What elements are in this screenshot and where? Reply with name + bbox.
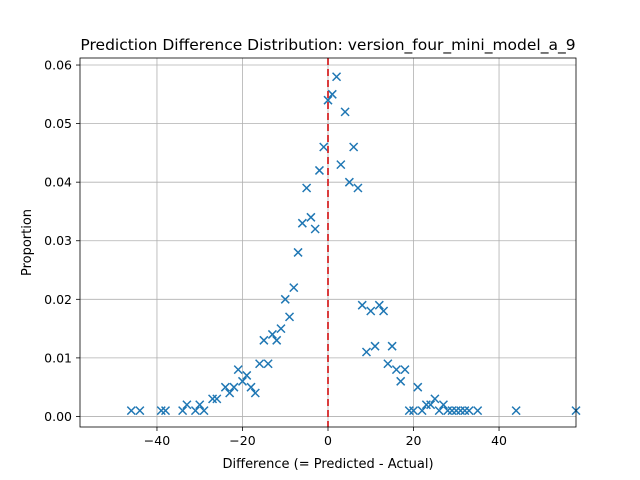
y-tick-label: 0.05: [44, 116, 72, 131]
data-point: [293, 247, 303, 257]
data-point: [353, 183, 363, 193]
y-tick-label: 0.00: [44, 409, 72, 424]
data-point: [404, 406, 414, 416]
data-point: [284, 312, 295, 322]
data-point: [310, 224, 320, 234]
data-point: [306, 212, 316, 222]
x-axis-ticks: −40 −20 0 20 40: [144, 427, 507, 448]
data-point: [464, 406, 474, 416]
data-point: [319, 142, 329, 152]
data-point: [208, 394, 218, 404]
x-tick-label: 20: [406, 433, 422, 448]
data-point: [178, 406, 188, 416]
data-point: [237, 376, 248, 386]
chart-title: Prediction Difference Distribution: vers…: [80, 36, 575, 55]
data-point: [336, 160, 346, 170]
x-tick-label: 0: [324, 433, 332, 448]
data-point: [332, 72, 342, 82]
data-point: [225, 388, 235, 398]
data-point: [430, 394, 440, 404]
data-point: [349, 142, 359, 152]
data-point: [370, 341, 380, 351]
x-tick-label: 40: [491, 433, 507, 448]
data-point: [190, 406, 200, 416]
data-point: [199, 406, 209, 416]
data-point: [327, 89, 337, 99]
y-axis-label: Proportion: [20, 209, 35, 276]
data-point: [263, 359, 273, 369]
data-point: [276, 324, 286, 334]
data-point: [280, 294, 290, 304]
data-point: [434, 406, 444, 416]
x-tick-label: −20: [229, 433, 255, 448]
data-point: [438, 400, 448, 410]
data-point: [242, 370, 252, 380]
data-markers: [126, 72, 581, 416]
y-tick-label: 0.02: [44, 292, 72, 307]
data-point: [456, 406, 466, 416]
data-point: [259, 335, 269, 345]
data-point: [447, 406, 457, 416]
data-point: [220, 382, 230, 392]
data-point: [426, 400, 436, 410]
data-point: [246, 382, 256, 392]
data-point: [396, 376, 406, 386]
data-point: [387, 341, 397, 351]
data-point: [297, 218, 307, 228]
data-point: [182, 400, 192, 410]
data-point: [323, 95, 333, 105]
data-point: [250, 388, 260, 398]
data-point: [344, 177, 354, 187]
data-point: [160, 406, 171, 416]
data-point: [357, 300, 367, 310]
y-tick-label: 0.06: [44, 58, 72, 73]
data-point: [383, 359, 393, 369]
data-point: [473, 406, 483, 416]
data-point: [135, 406, 145, 416]
data-point: [400, 365, 410, 375]
y-tick-label: 0.03: [44, 233, 72, 248]
data-point: [212, 394, 222, 404]
data-point: [255, 359, 265, 369]
data-point: [443, 406, 453, 416]
data-point: [366, 306, 376, 316]
data-point: [302, 183, 312, 193]
x-tick-label: −40: [144, 433, 170, 448]
data-point: [126, 406, 136, 416]
data-point: [267, 329, 277, 339]
data-point: [233, 365, 243, 375]
data-point: [421, 400, 431, 410]
data-point: [195, 400, 205, 410]
data-point: [451, 406, 461, 416]
data-point: [391, 365, 401, 375]
y-axis-ticks: 0.00 0.01 0.02 0.03 0.04 0.05 0.06: [44, 58, 80, 424]
data-point: [361, 347, 372, 357]
data-point: [272, 335, 282, 345]
x-axis-label: Difference (= Predicted - Actual): [222, 457, 433, 472]
data-point: [374, 300, 384, 310]
data-point: [340, 107, 350, 117]
data-point: [511, 406, 521, 416]
data-point: [379, 306, 389, 316]
data-point: [408, 406, 419, 416]
data-point: [229, 382, 239, 392]
data-point: [460, 406, 470, 416]
data-point: [417, 406, 427, 416]
data-point: [289, 283, 299, 293]
data-point: [156, 406, 166, 416]
data-point: [413, 382, 423, 392]
data-point: [314, 165, 324, 175]
y-tick-label: 0.04: [44, 175, 72, 190]
y-tick-label: 0.01: [44, 350, 72, 365]
